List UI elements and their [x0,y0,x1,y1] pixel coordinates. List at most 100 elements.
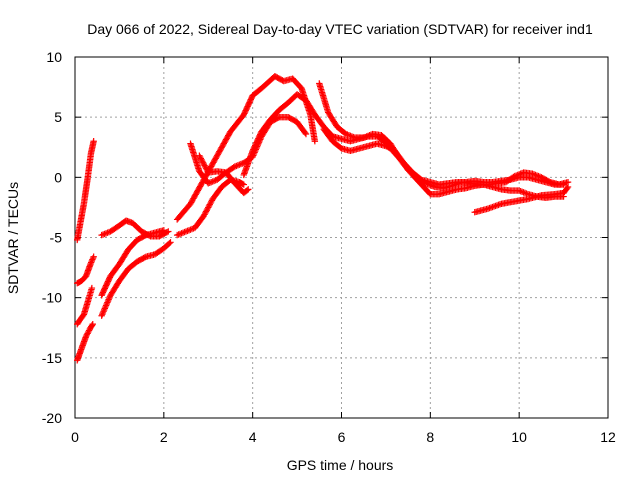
data-point [342,130,350,138]
data-point [366,132,373,139]
data-point [181,228,188,236]
data-point [422,180,430,187]
data-point [87,259,95,266]
series-track-14 [320,126,567,201]
data-point [165,228,172,235]
data-point [233,162,240,170]
grid-lines [75,57,608,418]
data-point [105,276,112,284]
data-point [207,200,214,207]
data-point [163,228,171,236]
data-point [529,170,536,177]
data-point [200,160,208,168]
data-point [184,227,191,235]
data-point [274,114,282,122]
data-point [105,296,112,303]
data-point [104,229,111,236]
data-point [88,257,95,265]
data-point [99,311,106,318]
data-point [209,178,216,185]
data-point [98,292,105,299]
y-tick-label: -5 [50,230,63,246]
data-point [101,285,109,292]
data-point [99,289,107,296]
data-point [178,230,185,237]
data-point [520,189,527,196]
data-point [198,156,205,164]
data-point [208,178,215,186]
data-point [245,100,253,107]
data-point [248,95,255,102]
chart-title: Day 066 of 2022, Sidereal Day-to-day VTE… [87,21,593,37]
data-point [202,165,210,172]
data-point [301,129,309,137]
data-point [241,108,249,116]
data-point [82,332,90,340]
data-points [74,73,572,364]
series-track-7 [98,217,172,240]
data-point [230,164,237,171]
data-point [237,160,245,168]
data-point [521,189,529,197]
data-point [201,162,208,169]
data-point [202,163,209,171]
data-point [206,201,213,208]
data-point [88,322,96,329]
series-track-2 [74,284,96,328]
x-tick-label: 4 [249,429,257,445]
data-point [243,187,251,194]
data-point [245,186,252,193]
data-point [252,142,259,149]
data-point [103,300,110,308]
data-point [102,282,110,289]
series-track-5 [98,239,174,319]
x-axis-label: GPS time / hours [287,457,394,473]
data-point [523,190,530,197]
data-point [99,309,107,316]
data-point [347,132,354,140]
data-point [517,187,524,195]
data-point [98,312,105,319]
data-point [104,299,111,306]
data-point [535,172,542,180]
data-point [196,152,203,159]
data-point [88,284,96,292]
x-tick-label: 2 [160,429,168,445]
x-tick-label: 10 [511,429,527,445]
data-point [255,135,262,142]
data-point [106,275,113,282]
data-point [146,232,153,239]
data-point [241,110,248,117]
data-point [208,198,215,206]
data-point [205,202,213,210]
y-tick-label: -10 [42,290,62,306]
data-point [102,230,110,237]
y-tick-label: 5 [54,109,62,125]
data-point [141,254,148,261]
data-point [252,140,260,148]
data-point [179,229,187,236]
data-point [532,171,539,179]
data-point [253,138,261,145]
data-point [85,327,93,334]
data-point [231,163,239,170]
data-point [455,180,462,187]
data-point [255,133,263,141]
data-point [518,188,526,195]
data-point [202,209,209,217]
data-point [102,283,109,291]
data-point [206,179,213,186]
data-point [199,159,207,166]
data-point [100,286,108,293]
data-point [245,101,252,109]
data-point [513,172,520,179]
data-point [563,184,571,192]
data-point [202,208,210,215]
data-point [210,177,218,185]
data-point [166,240,173,247]
data-point [428,182,436,189]
data-point [510,173,517,181]
data-point [102,302,110,309]
data-point [102,303,109,311]
